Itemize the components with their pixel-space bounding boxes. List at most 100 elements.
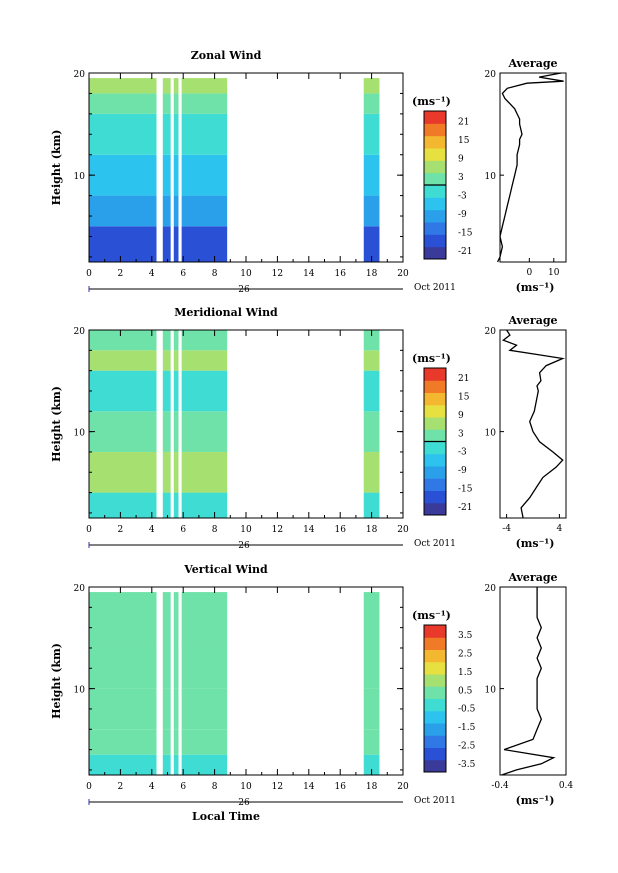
x-tick-label: 18 xyxy=(366,782,378,792)
x-tick-label: 12 xyxy=(272,269,283,279)
colorbar-swatch xyxy=(424,502,446,516)
data-gap xyxy=(178,587,182,775)
colorbar-swatch xyxy=(424,404,446,418)
x-tick-label: 0 xyxy=(86,269,92,279)
colorbar-swatch xyxy=(424,380,446,393)
colorbar-swatch xyxy=(424,674,446,687)
colorbar-unit: (ms⁻¹) xyxy=(412,95,451,108)
x-tick-label: 10 xyxy=(240,782,252,792)
x-tick-label: 18 xyxy=(366,269,378,279)
x-tick-label: 6 xyxy=(180,525,186,535)
average-y-tick-label: 20 xyxy=(485,584,497,594)
panel-zonal-wind: Zonal Wind 0 2 4 6 8 10 12 14 16 18 20 20 10 Height (k… xyxy=(50,49,567,295)
colorbar-swatch xyxy=(424,197,446,211)
colorbar-swatch xyxy=(424,209,446,223)
data-block xyxy=(363,592,380,648)
data-block xyxy=(363,647,380,689)
panel-vertical-wind: Vertical Wind 0 2 4 6 8 10 12 14 16 18 20 20 10 Height… xyxy=(50,563,573,823)
y-tick-label: 20 xyxy=(74,70,86,80)
colorbar-swatch xyxy=(424,222,446,235)
colorbar-swatch xyxy=(424,417,446,430)
data-block xyxy=(363,154,380,196)
average-y-tick-label: 10 xyxy=(485,172,497,182)
x-tick-label: 6 xyxy=(180,269,186,279)
average-x-tick-label: -4 xyxy=(502,524,511,534)
average-xlabel: (ms⁻¹) xyxy=(516,281,555,294)
data-gap xyxy=(178,73,182,262)
y-tick-label: 10 xyxy=(74,172,86,182)
x-tick-label: 2 xyxy=(118,525,124,535)
colorbar-swatch xyxy=(424,759,446,773)
colorbar-tick-label: 21 xyxy=(458,374,469,384)
colorbar-tick-label: 0.5 xyxy=(458,686,473,696)
average-title: Average xyxy=(507,57,557,70)
x-tick-label: 10 xyxy=(240,525,252,535)
x-tick-label: 2 xyxy=(118,782,124,792)
data-block xyxy=(363,78,380,94)
data-gap xyxy=(178,330,182,518)
colorbar-tick-label: -0.5 xyxy=(458,705,476,715)
colorbar-swatch xyxy=(424,185,446,198)
colorbar-swatch xyxy=(424,625,446,638)
colorbar-tick-label: -21 xyxy=(458,503,473,513)
colorbar-tick-label: -9 xyxy=(458,466,467,476)
colorbar-tick-label: -15 xyxy=(458,484,473,494)
x-tick-label: 20 xyxy=(397,525,409,535)
average-x-tick-label: -0.4 xyxy=(491,781,509,791)
colorbar-swatch xyxy=(424,246,446,260)
average-xlabel: (ms⁻¹) xyxy=(516,794,555,807)
data-gap xyxy=(170,330,174,518)
colorbar-swatch xyxy=(424,392,446,406)
colorbar-tick-label: 9 xyxy=(458,411,464,421)
colorbar-swatch xyxy=(424,649,446,663)
average-title: Average xyxy=(507,314,557,327)
colorbar-tick-label: -3 xyxy=(458,448,467,458)
date-center-label: 26 xyxy=(238,798,250,808)
colorbar-tick-label: 21 xyxy=(458,117,469,127)
colorbar-swatch xyxy=(424,478,446,491)
x-tick-label: 14 xyxy=(303,525,315,535)
colorbar-unit: (ms⁻¹) xyxy=(412,609,451,622)
colorbar-unit: (ms⁻¹) xyxy=(412,352,451,365)
colorbar-tick-label: 3 xyxy=(458,429,464,439)
colorbar-swatch xyxy=(424,637,446,650)
panel-meridional-wind: Meridional Wind 0 2 4 6 8 10 12 14 16 18 20 20 10 Heig… xyxy=(50,306,567,551)
colorbar-swatch xyxy=(424,466,446,479)
x-tick-label: 20 xyxy=(397,269,409,279)
average-xlabel: (ms⁻¹) xyxy=(516,537,555,550)
y-axis-label: Height (km) xyxy=(50,130,63,206)
colorbar-tick-label: 1.5 xyxy=(458,668,473,678)
y-axis-label: Height (km) xyxy=(50,643,63,719)
colorbar-swatch xyxy=(424,234,446,248)
average-profile-line xyxy=(501,329,566,519)
data-block xyxy=(363,411,380,452)
colorbar-swatch xyxy=(424,429,446,442)
average-title: Average xyxy=(507,571,557,584)
colorbar-swatch xyxy=(424,686,446,699)
panel-title: Meridional Wind xyxy=(174,306,278,319)
panel-title: Zonal Wind xyxy=(191,49,262,62)
colorbar-swatch xyxy=(424,453,446,467)
x-tick-label: 6 xyxy=(180,782,186,792)
data-block xyxy=(363,113,380,155)
colorbar-frame xyxy=(423,624,447,773)
x-tick-label: 8 xyxy=(212,782,218,792)
x-tick-label: 14 xyxy=(303,269,315,279)
average-profile-line xyxy=(501,587,556,776)
average-y-tick-label: 20 xyxy=(485,70,497,80)
data-gap xyxy=(156,587,163,775)
date-right-label: Oct 2011 xyxy=(414,539,456,549)
average-x-tick-label: 4 xyxy=(557,524,563,534)
x-tick-label: 4 xyxy=(149,782,155,792)
colorbar-swatch xyxy=(424,441,446,455)
data-block xyxy=(363,370,380,412)
x-tick-label: 0 xyxy=(86,525,92,535)
date-right-label: Oct 2011 xyxy=(414,796,456,806)
x-axis-label: Local Time xyxy=(192,810,260,823)
colorbar-tick-label: -9 xyxy=(458,210,467,220)
x-tick-label: 16 xyxy=(334,782,346,792)
colorbar-swatch xyxy=(424,148,446,161)
x-tick-label: 8 xyxy=(212,269,218,279)
x-tick-label: 10 xyxy=(240,269,252,279)
